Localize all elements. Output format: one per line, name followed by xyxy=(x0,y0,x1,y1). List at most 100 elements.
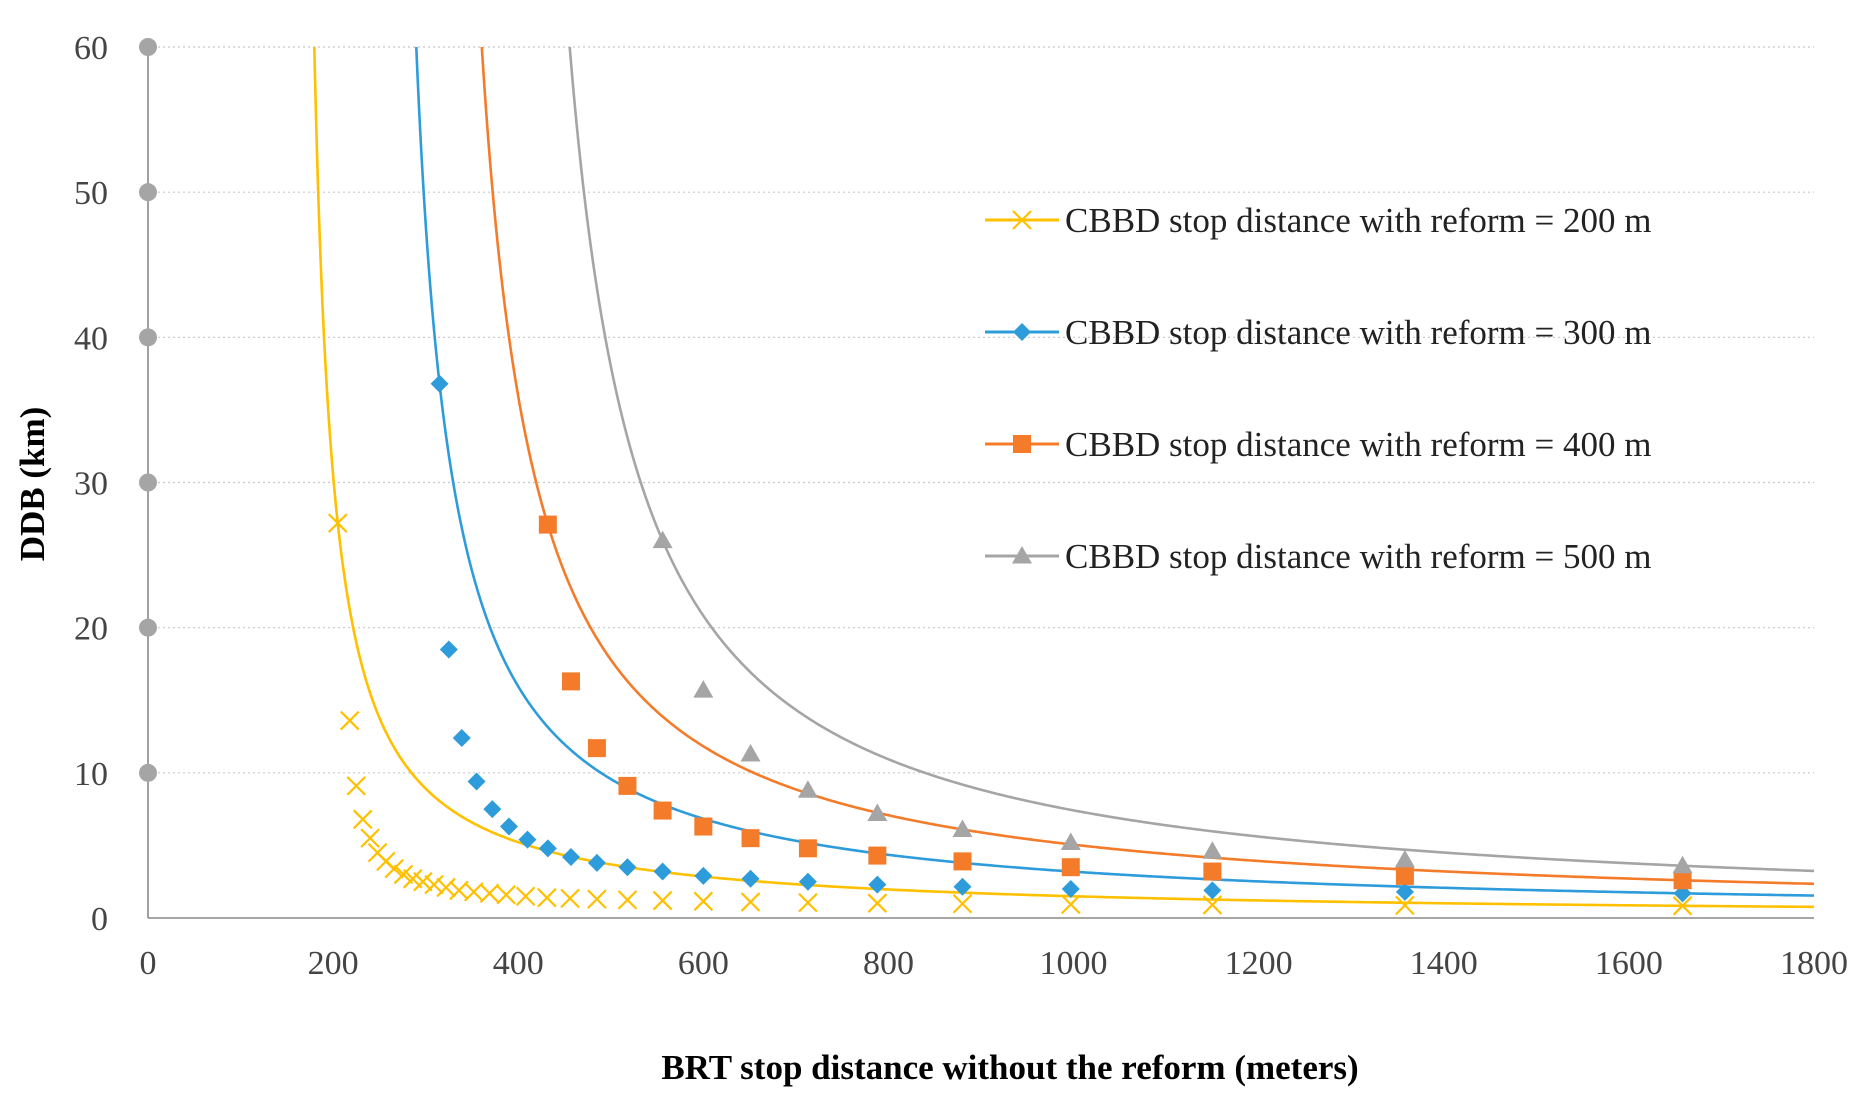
data-point xyxy=(741,829,760,848)
data-point xyxy=(515,886,536,907)
data-point xyxy=(538,515,557,534)
data-point xyxy=(424,874,444,895)
data-point xyxy=(652,890,673,911)
y-axis-marker xyxy=(139,183,157,202)
legend: CBBD stop distance with reform = 200 m CB… xyxy=(985,201,1652,576)
data-point xyxy=(360,828,380,848)
series-line xyxy=(480,46,1815,886)
series-1 xyxy=(313,46,1815,916)
x-tick-label: 1400 xyxy=(1410,945,1478,982)
data-point xyxy=(496,884,516,905)
data-point xyxy=(352,809,373,830)
series-layer xyxy=(313,46,1815,916)
y-tick-label: 10 xyxy=(74,756,108,793)
data-point xyxy=(430,374,449,393)
y-tick-label: 20 xyxy=(74,611,108,648)
data-point xyxy=(436,877,456,898)
x-tick-label: 800 xyxy=(863,945,914,982)
data-point xyxy=(953,852,972,871)
y-tick-label: 0 xyxy=(91,901,108,938)
y-axis-marker xyxy=(139,618,157,637)
y-axis-marker xyxy=(139,38,157,56)
legend-item: CBBD stop distance with reform = 200 m xyxy=(985,201,1652,240)
data-point xyxy=(538,839,557,858)
y-axis-marker xyxy=(139,473,157,492)
data-point xyxy=(618,858,637,877)
legend-item: CBBD stop distance with reform = 300 m xyxy=(985,313,1652,352)
x-tick-label: 1600 xyxy=(1595,945,1663,982)
legend-label: CBBD stop distance with reform = 500 m xyxy=(1065,537,1652,576)
data-point xyxy=(1202,841,1223,859)
data-point xyxy=(327,513,348,533)
data-point xyxy=(653,862,672,881)
data-point xyxy=(452,728,471,747)
data-point xyxy=(1060,832,1081,851)
x-tick-label: 200 xyxy=(308,945,359,982)
data-point xyxy=(694,866,713,885)
grid-layer xyxy=(148,46,1814,774)
data-point xyxy=(693,891,714,912)
y-axis-title: DDB (km) xyxy=(13,407,52,562)
data-point xyxy=(798,892,818,913)
legend-swatch-marker xyxy=(1012,546,1032,564)
data-point xyxy=(393,864,414,885)
series-4 xyxy=(568,46,1815,874)
data-point xyxy=(1673,871,1692,890)
legend-swatch-marker xyxy=(1013,323,1031,341)
series-line xyxy=(568,46,1815,873)
data-point xyxy=(953,877,972,896)
x-tick-label: 1200 xyxy=(1225,945,1293,982)
y-axis-marker xyxy=(139,328,157,347)
y-tick-label: 60 xyxy=(74,30,108,67)
x-tick-label: 0 xyxy=(140,945,157,982)
data-point xyxy=(797,780,818,798)
x-tick-label: 1800 xyxy=(1780,945,1848,982)
data-point xyxy=(339,710,360,731)
data-point xyxy=(587,889,607,909)
data-point xyxy=(1672,855,1693,874)
data-point xyxy=(653,801,672,820)
x-axis-title: BRT stop distance without the reform (me… xyxy=(661,1048,1358,1087)
data-point xyxy=(1395,882,1414,901)
x-tick-label: 400 xyxy=(493,945,544,982)
series-line xyxy=(313,46,1815,909)
data-point xyxy=(798,872,817,891)
y-axis-marker xyxy=(139,763,157,782)
data-point xyxy=(798,839,817,858)
data-point xyxy=(868,846,887,865)
y-tick-label: 30 xyxy=(74,466,108,503)
data-point xyxy=(464,882,484,902)
data-point xyxy=(618,776,637,795)
data-point xyxy=(467,772,486,791)
series-line xyxy=(414,46,1815,897)
data-point xyxy=(952,893,973,914)
data-point xyxy=(1203,862,1222,881)
data-point xyxy=(1394,849,1415,868)
series-2 xyxy=(414,46,1815,903)
x-tick-label: 1000 xyxy=(1040,945,1108,982)
legend-item: CBBD stop distance with reform = 400 m xyxy=(985,425,1652,464)
series-3 xyxy=(480,46,1815,890)
data-point xyxy=(561,848,580,867)
data-point xyxy=(741,869,760,888)
data-point xyxy=(518,830,537,849)
data-point xyxy=(499,817,518,836)
data-point xyxy=(1395,895,1415,916)
data-point xyxy=(1202,895,1223,915)
data-point xyxy=(867,803,888,821)
data-point xyxy=(1061,858,1080,877)
legend-swatch-marker xyxy=(1012,210,1032,230)
data-point xyxy=(483,800,502,819)
data-point xyxy=(740,892,761,912)
data-point xyxy=(479,883,500,904)
data-point xyxy=(1203,881,1222,900)
y-tick-label: 40 xyxy=(74,320,108,357)
data-point xyxy=(617,890,638,910)
data-point xyxy=(346,776,367,796)
data-point xyxy=(740,743,761,762)
legend-label: CBBD stop distance with reform = 300 m xyxy=(1065,313,1652,352)
data-point xyxy=(587,853,606,872)
data-point xyxy=(384,858,404,879)
